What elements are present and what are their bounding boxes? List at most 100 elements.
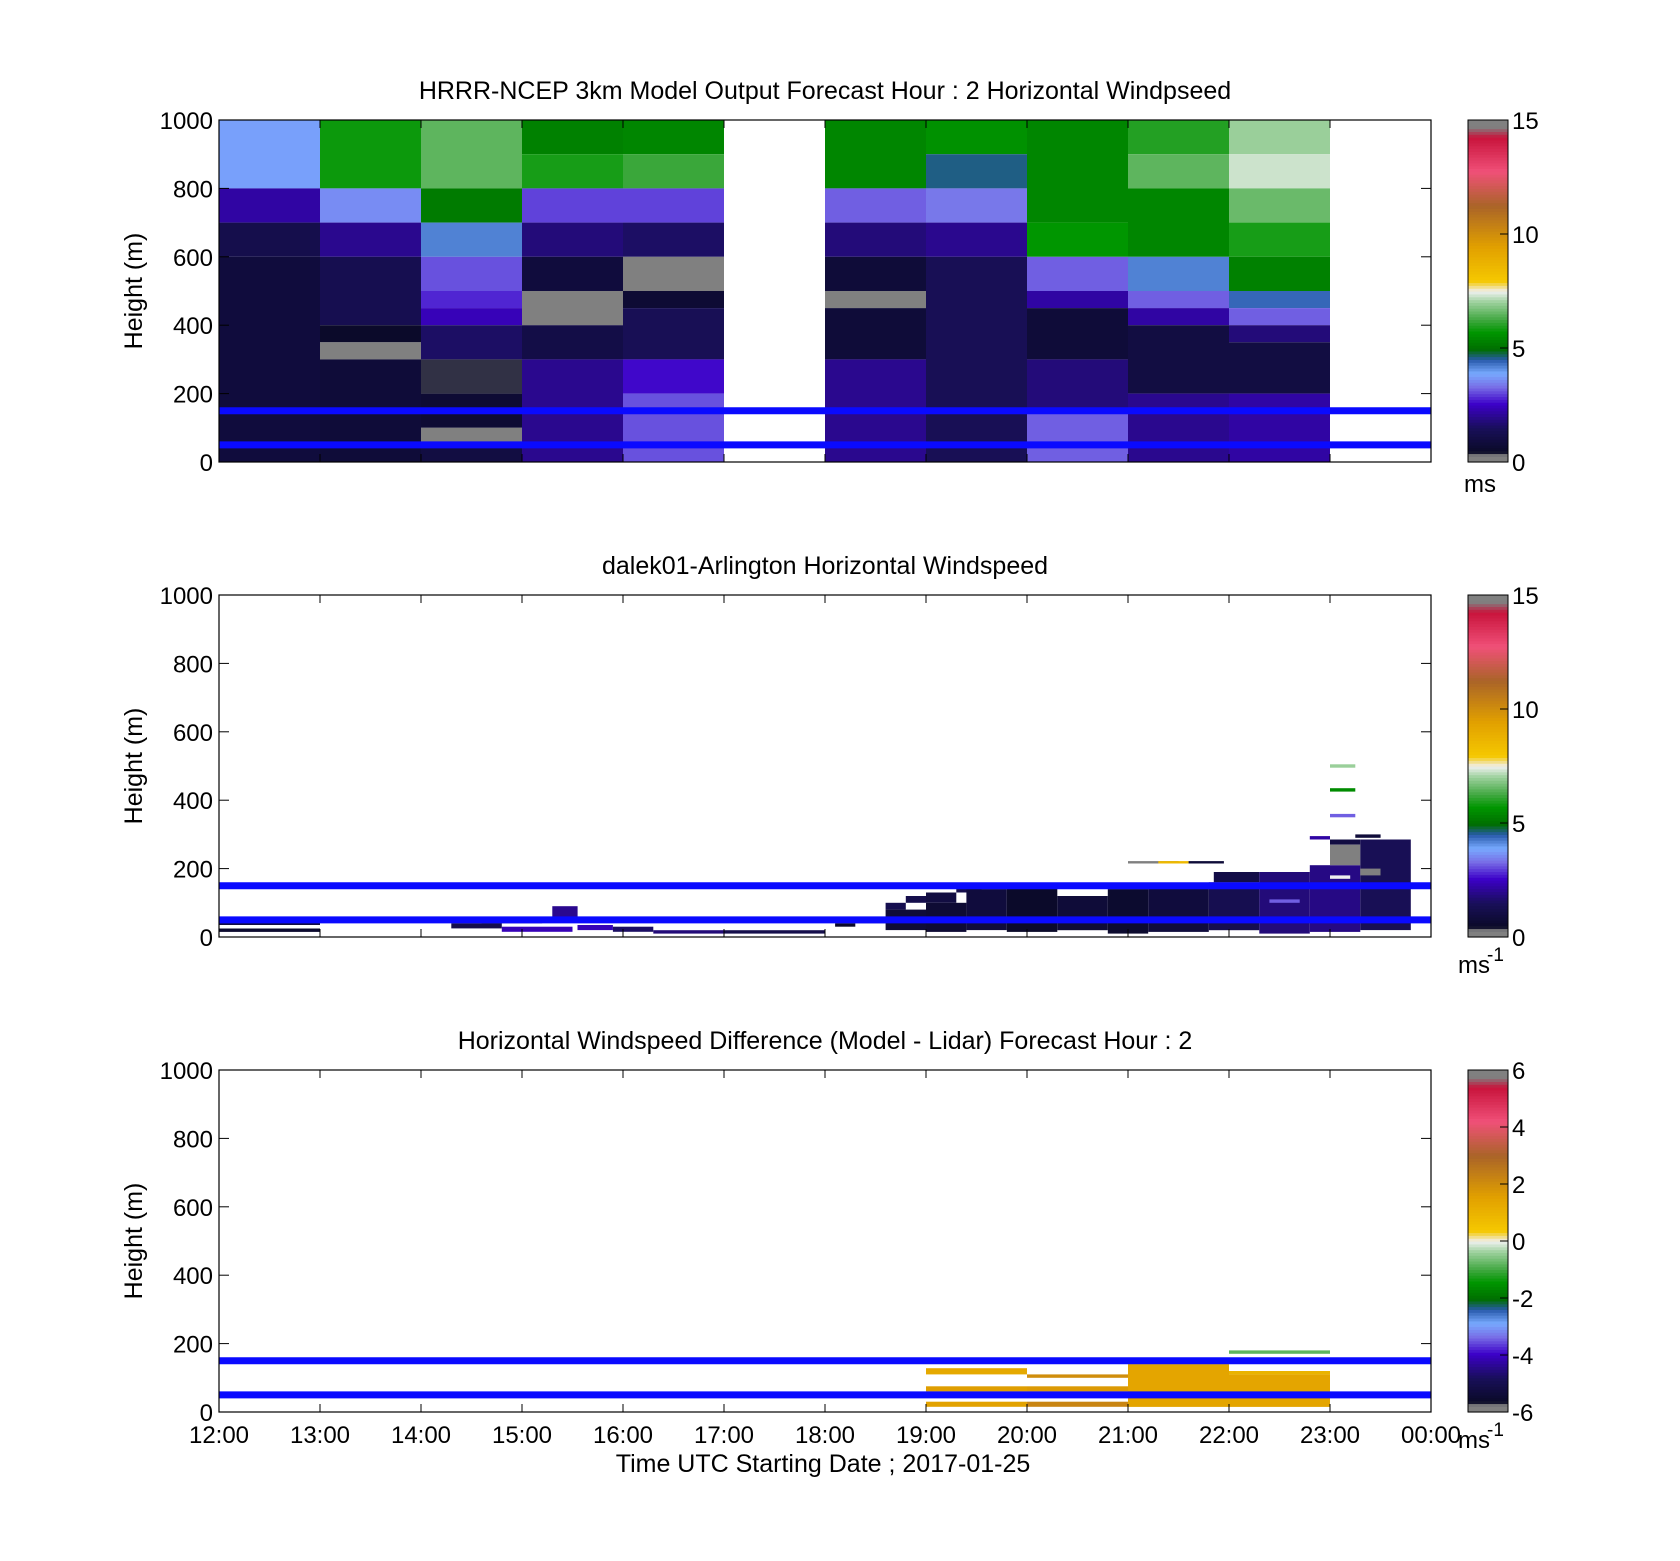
heatmap-cell (835, 923, 856, 927)
heatmap-cell (522, 222, 623, 257)
colorbar-swatch (1468, 840, 1508, 844)
colorbar-swatch (1468, 623, 1508, 627)
heatmap-cell (320, 222, 421, 257)
colorbar-swatch (1468, 157, 1508, 161)
heatmap-cell (623, 256, 724, 291)
colorbar-swatch (1468, 1272, 1508, 1276)
colorbar: -6 -4 -2 0 2 4 6 (1467, 1058, 1533, 1427)
colorbar-swatch (1468, 1232, 1508, 1236)
colorbar-swatch (1468, 925, 1508, 930)
colorbar-swatch (1468, 1138, 1508, 1142)
heatmap-cell (1128, 325, 1229, 394)
heatmap-cell (219, 256, 320, 462)
colorbar-swatch (1468, 159, 1508, 164)
colorbar-swatch (1468, 1360, 1508, 1365)
panel-lidar: dalek01-Arlington Horizontal Windspeed H… (120, 552, 1539, 979)
heatmap-cell (522, 188, 623, 223)
colorbar-swatch (1468, 179, 1508, 184)
heatmap-cell (421, 188, 522, 223)
heatmap-cell (1355, 834, 1381, 838)
colorbar-swatch (1468, 385, 1508, 389)
colorbar-swatch (1468, 279, 1508, 284)
heatmap-cells (926, 1350, 1330, 1407)
colorbar-swatch (1468, 348, 1508, 352)
colorbar-swatch (1468, 848, 1508, 853)
heatmap-cell (219, 120, 320, 189)
x-tick-label: 22:00 (1199, 1422, 1259, 1449)
colorbar-swatch (1468, 1275, 1508, 1279)
colorbar-swatch (1468, 652, 1508, 656)
colorbar-swatch (1468, 811, 1508, 816)
heatmap-cell (219, 222, 320, 257)
colorbar-swatch (1468, 319, 1508, 323)
colorbar-swatch (1468, 785, 1508, 790)
heatmap-cell (623, 291, 724, 309)
colorbar-swatch (1468, 387, 1508, 392)
colorbar-swatch (1468, 894, 1508, 898)
heatmap-cell (1188, 861, 1224, 864)
y-tick-label: 400 (173, 788, 213, 815)
colorbar-swatch (1468, 860, 1508, 864)
colorbar-swatch (1468, 185, 1508, 189)
colorbar-swatch (1468, 694, 1508, 699)
heatmap-cell (421, 325, 522, 360)
colorbar-swatch (1468, 686, 1508, 690)
colorbar-swatch (1468, 342, 1508, 346)
colorbar-swatch (1468, 805, 1508, 810)
colorbar-swatch (1468, 632, 1508, 636)
colorbar-swatch (1468, 1129, 1508, 1134)
heatmap-cell (219, 188, 320, 223)
heatmap-cell (1229, 393, 1330, 462)
colorbar-swatch (1468, 456, 1508, 460)
panel-model-output: HRRR-NCEP 3km Model Output Forecast Hour… (120, 77, 1539, 498)
heatmap-cell (1229, 291, 1330, 309)
colorbar-swatch (1468, 1161, 1508, 1165)
y-tick-label: 0 (200, 925, 213, 952)
heatmap-cell (1330, 875, 1351, 879)
colorbar-swatch (1468, 763, 1508, 767)
colorbar-swatch (1468, 205, 1508, 209)
colorbar-swatch (1468, 723, 1508, 727)
heatmap-cell (1229, 222, 1330, 257)
heatmap-cell (421, 308, 522, 326)
colorbar-swatch (1468, 874, 1508, 878)
colorbar-swatch (1468, 1198, 1508, 1202)
colorbar-swatch (1468, 643, 1508, 647)
colorbar-swatch (1468, 299, 1508, 303)
colorbar-swatch (1468, 430, 1508, 435)
colorbar-swatch (1468, 637, 1508, 642)
colorbar-swatch (1468, 834, 1508, 838)
colorbar-swatch (1468, 142, 1508, 147)
colorbar-swatch (1468, 800, 1508, 804)
colorbar-swatch (1468, 908, 1508, 912)
colorbar-swatch (1468, 1212, 1508, 1216)
colorbar-swatch (1468, 228, 1508, 232)
y-tick-label: 200 (173, 382, 213, 409)
colorbar-swatch (1468, 654, 1508, 659)
colorbar-swatch (1468, 660, 1508, 664)
colorbar-swatch (1468, 612, 1508, 616)
heatmap-cell (522, 291, 623, 326)
colorbar-swatch (1468, 828, 1508, 833)
colorbar-swatch (1468, 620, 1508, 625)
x-tick-label: 19:00 (896, 1422, 956, 1449)
colorbar-swatch (1468, 350, 1508, 355)
heatmap-cell (623, 393, 724, 462)
colorbar-swatch (1468, 1195, 1508, 1199)
colorbar-swatch (1468, 1081, 1508, 1085)
colorbar-swatch (1468, 1298, 1508, 1302)
colorbar-tick-label: -6 (1512, 1400, 1533, 1427)
colorbar-swatch (1468, 1392, 1508, 1396)
colorbar-swatch (1468, 640, 1508, 645)
y-axis-label: Height (m) (120, 708, 148, 825)
colorbar-swatch (1468, 1300, 1508, 1305)
colorbar-swatch (1468, 1312, 1508, 1316)
colorbar-swatch (1468, 771, 1508, 776)
colorbar-swatch (1468, 1369, 1508, 1373)
colorbar-swatch (1468, 1201, 1508, 1205)
colorbar-swatch (1468, 424, 1508, 429)
colorbar-swatch (1468, 1306, 1508, 1310)
colorbar-swatch (1468, 1389, 1508, 1393)
colorbar-swatch (1468, 814, 1508, 818)
colorbar-swatch (1468, 313, 1508, 318)
